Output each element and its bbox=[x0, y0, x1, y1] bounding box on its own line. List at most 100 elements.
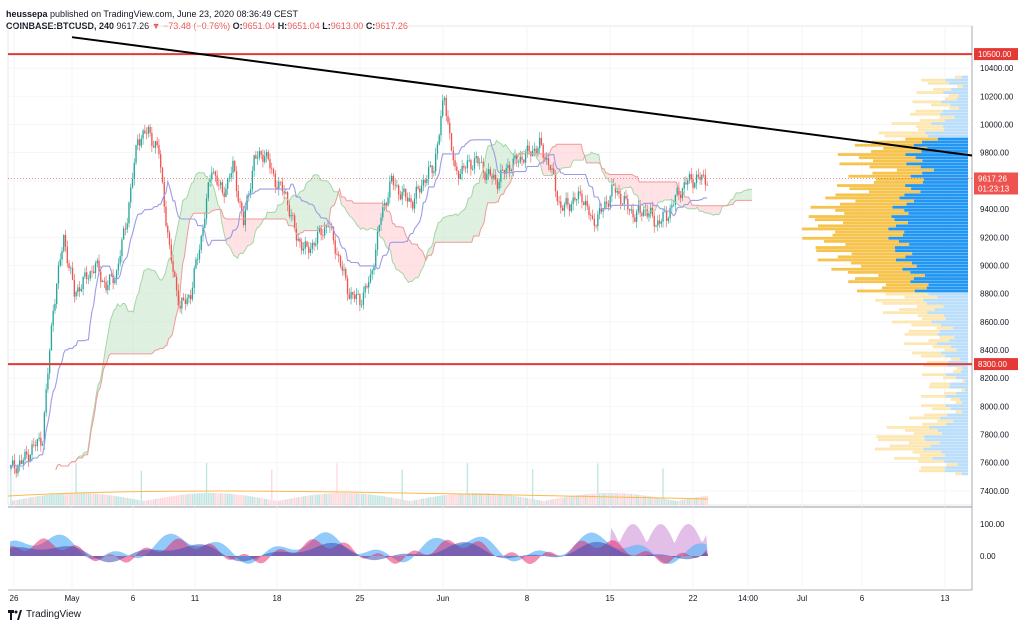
candle-body bbox=[117, 263, 120, 271]
volume-bar bbox=[17, 499, 19, 505]
vp-bar-down bbox=[912, 252, 968, 256]
cloud-segment bbox=[746, 189, 749, 201]
candle-body bbox=[71, 267, 74, 280]
vp-bar-down bbox=[908, 212, 968, 215]
candle-body bbox=[651, 207, 654, 216]
vp-bar-down bbox=[896, 224, 968, 228]
volume-bar bbox=[699, 496, 701, 505]
volume-bar bbox=[286, 499, 289, 505]
cloud-segment bbox=[649, 181, 652, 212]
cloud-segment bbox=[232, 219, 234, 256]
cloud-segment bbox=[195, 173, 197, 214]
volume-bar bbox=[625, 493, 627, 505]
vp-bar-down bbox=[942, 432, 968, 435]
candle-body bbox=[114, 279, 116, 284]
cloud-segment bbox=[577, 144, 580, 161]
volume-bar bbox=[487, 493, 490, 505]
candle-body bbox=[212, 171, 215, 173]
candle-body bbox=[322, 235, 324, 236]
cloud-segment bbox=[663, 181, 666, 200]
candle-body bbox=[216, 175, 218, 185]
cloud-segment bbox=[318, 175, 321, 229]
candle-body bbox=[161, 167, 164, 183]
candle-body bbox=[456, 166, 458, 172]
volume-bar bbox=[355, 493, 358, 505]
volume-bar bbox=[246, 495, 248, 505]
vp-bar-down bbox=[911, 187, 968, 191]
cloud-segment bbox=[565, 144, 567, 168]
volume-bar bbox=[105, 494, 107, 505]
candle-body bbox=[40, 437, 42, 446]
vp-bar-up bbox=[835, 193, 905, 197]
cloud-segment bbox=[438, 222, 441, 243]
candle-body bbox=[605, 201, 608, 204]
volume-bar bbox=[200, 493, 202, 505]
vp-bar-up bbox=[957, 84, 963, 88]
volume-bar bbox=[214, 493, 217, 505]
volume-bar bbox=[260, 498, 262, 505]
candle-body bbox=[685, 182, 687, 185]
vp-bar-down bbox=[904, 193, 968, 197]
cloud-segment bbox=[739, 192, 742, 201]
candle-body bbox=[674, 194, 677, 205]
cloud-segment bbox=[343, 196, 345, 208]
vp-bar-up bbox=[837, 153, 906, 156]
volume-bar bbox=[701, 496, 703, 505]
candle-body bbox=[665, 211, 668, 221]
vp-bar-down bbox=[959, 398, 968, 401]
vp-bar-down bbox=[946, 363, 968, 367]
cloud-segment bbox=[558, 144, 560, 173]
volume-bar bbox=[556, 498, 558, 505]
volume-bar bbox=[456, 493, 458, 505]
vp-bar-down bbox=[925, 131, 968, 135]
volume-bar bbox=[538, 500, 541, 505]
cloud-segment bbox=[709, 205, 712, 215]
vp-bar-down bbox=[945, 466, 968, 470]
cloud-segment bbox=[274, 210, 277, 220]
volume-bar bbox=[667, 499, 670, 505]
vp-bar-up bbox=[919, 453, 945, 457]
vp-bar-down bbox=[895, 249, 968, 253]
volume-bar bbox=[156, 498, 158, 505]
vp-bar-up bbox=[824, 239, 899, 243]
cloud-segment bbox=[110, 315, 113, 354]
cloud-segment bbox=[561, 144, 564, 169]
volume-bar bbox=[154, 498, 157, 505]
cloud-segment bbox=[665, 181, 668, 200]
candle-body bbox=[609, 196, 611, 207]
vp-bar-up bbox=[944, 391, 957, 395]
volume-bar bbox=[526, 498, 529, 505]
volume-bar bbox=[389, 497, 391, 505]
last-price-label: 9617.26 bbox=[978, 174, 1007, 183]
volume-bar bbox=[475, 493, 477, 505]
candle-body bbox=[586, 200, 588, 207]
volume-bar bbox=[281, 500, 283, 505]
vp-bar-down bbox=[952, 326, 968, 330]
volume-bar bbox=[73, 493, 76, 505]
vp-bar-down bbox=[959, 357, 968, 361]
vp-bar-down bbox=[937, 137, 968, 141]
volume-bar bbox=[283, 499, 285, 505]
candle-body bbox=[82, 276, 84, 290]
cloud-segment bbox=[591, 152, 594, 163]
vp-bar-up bbox=[856, 289, 915, 293]
cloud-segment bbox=[170, 255, 173, 338]
vp-bar-up bbox=[955, 472, 962, 476]
vp-bar-up bbox=[832, 233, 903, 237]
brand-name[interactable]: TradingView bbox=[26, 609, 82, 620]
cloud-segment bbox=[355, 203, 358, 226]
volume-bar bbox=[71, 493, 74, 505]
volume-bar bbox=[140, 470, 142, 505]
candle-body bbox=[276, 186, 278, 190]
cloud-segment bbox=[596, 154, 599, 163]
volume-bar bbox=[138, 500, 141, 505]
vp-bar-up bbox=[884, 134, 928, 138]
cloud-segment bbox=[138, 284, 141, 354]
candle-body bbox=[50, 325, 53, 351]
vp-bar-down bbox=[926, 301, 968, 305]
y-tick-label: 9200.00 bbox=[980, 233, 1009, 242]
volume-bar bbox=[628, 493, 631, 505]
volume-bar bbox=[235, 494, 238, 505]
cloud-segment bbox=[325, 180, 328, 226]
